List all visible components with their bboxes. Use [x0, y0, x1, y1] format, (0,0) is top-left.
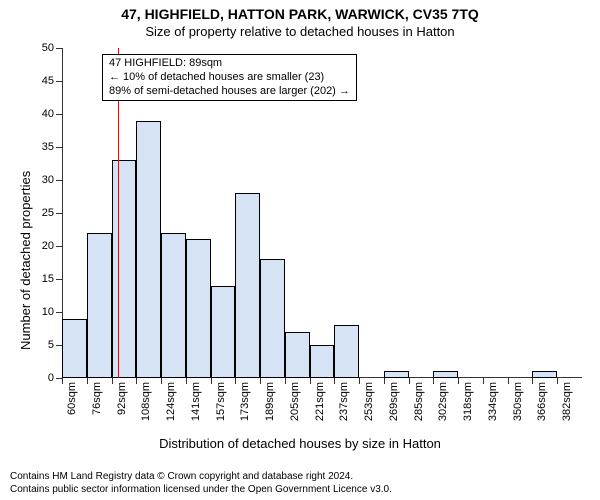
histogram-bar [87, 233, 112, 378]
histogram-bar [112, 160, 137, 378]
x-tick-label: 108sqm [140, 378, 152, 421]
x-tick [532, 378, 533, 384]
x-tick-label: 366sqm [536, 378, 548, 421]
x-tick [186, 378, 187, 384]
x-axis-label: Distribution of detached houses by size … [0, 436, 600, 451]
histogram-bar [186, 239, 211, 378]
x-tick [87, 378, 88, 384]
x-tick-label: 189sqm [264, 378, 276, 421]
y-axis-label: Number of detached properties [18, 171, 33, 350]
x-tick-label: 334sqm [487, 378, 499, 421]
x-tick-label: 350sqm [512, 378, 524, 421]
x-tick-label: 382sqm [561, 378, 573, 421]
x-tick-label: 173sqm [239, 378, 251, 421]
chart-subtitle: Size of property relative to detached ho… [0, 24, 600, 39]
annotation-line: 47 HIGHFIELD: 89sqm [109, 57, 350, 71]
x-tick [359, 378, 360, 384]
x-tick [508, 378, 509, 384]
y-tick-label: 15 [42, 273, 62, 285]
histogram-bar [433, 371, 458, 378]
x-tick-label: 124sqm [165, 378, 177, 421]
x-tick-label: 205sqm [289, 378, 301, 421]
x-tick-label: 318sqm [462, 378, 474, 421]
x-tick [384, 378, 385, 384]
annotation-line: ← 10% of detached houses are smaller (23… [109, 71, 350, 85]
y-tick-label: 20 [42, 240, 62, 252]
x-tick-label: 60sqm [66, 378, 78, 415]
x-tick [433, 378, 434, 384]
footer-line-1: Contains HM Land Registry data © Crown c… [10, 471, 392, 484]
x-tick-label: 92sqm [116, 378, 128, 415]
histogram-bar [384, 371, 409, 378]
x-tick [161, 378, 162, 384]
histogram-bar [260, 259, 285, 378]
y-tick-label: 25 [42, 207, 62, 219]
y-tick-label: 10 [42, 306, 62, 318]
x-tick-label: 269sqm [388, 378, 400, 421]
histogram-bar [62, 319, 87, 378]
x-tick [285, 378, 286, 384]
histogram-bar [532, 371, 557, 378]
histogram-bar [136, 121, 161, 378]
histogram-bar [310, 345, 335, 378]
x-tick-label: 76sqm [91, 378, 103, 415]
histogram-bar [211, 286, 236, 378]
footer-line-2: Contains public sector information licen… [10, 484, 392, 497]
annotation-line: 89% of semi-detached houses are larger (… [109, 85, 350, 99]
x-tick-label: 221sqm [314, 378, 326, 421]
y-tick-label: 0 [48, 372, 62, 384]
y-tick-label: 40 [42, 108, 62, 120]
y-tick-label: 45 [42, 75, 62, 87]
x-tick-label: 237sqm [338, 378, 350, 421]
x-tick [458, 378, 459, 384]
x-tick [112, 378, 113, 384]
histogram-bar [285, 332, 310, 378]
x-tick-label: 157sqm [215, 378, 227, 421]
x-tick [136, 378, 137, 384]
x-tick [409, 378, 410, 384]
x-tick [483, 378, 484, 384]
histogram-bar [161, 233, 186, 378]
x-tick [260, 378, 261, 384]
y-tick-label: 5 [48, 339, 62, 351]
histogram-bar [334, 325, 359, 378]
chart-title: 47, HIGHFIELD, HATTON PARK, WARWICK, CV3… [0, 6, 600, 22]
chart-container: 47, HIGHFIELD, HATTON PARK, WARWICK, CV3… [0, 0, 600, 500]
x-tick [235, 378, 236, 384]
histogram-bar [235, 193, 260, 378]
footer-attribution: Contains HM Land Registry data © Crown c… [10, 471, 392, 496]
x-tick [62, 378, 63, 384]
y-tick-label: 50 [42, 42, 62, 54]
x-tick [211, 378, 212, 384]
x-tick-label: 253sqm [363, 378, 375, 421]
x-tick-label: 141sqm [190, 378, 202, 421]
x-tick [557, 378, 558, 384]
y-tick-label: 30 [42, 174, 62, 186]
x-tick [334, 378, 335, 384]
x-tick-label: 302sqm [437, 378, 449, 421]
x-tick [310, 378, 311, 384]
annotation-box: 47 HIGHFIELD: 89sqm← 10% of detached hou… [102, 54, 357, 101]
x-tick-label: 285sqm [413, 378, 425, 421]
y-tick-label: 35 [42, 141, 62, 153]
